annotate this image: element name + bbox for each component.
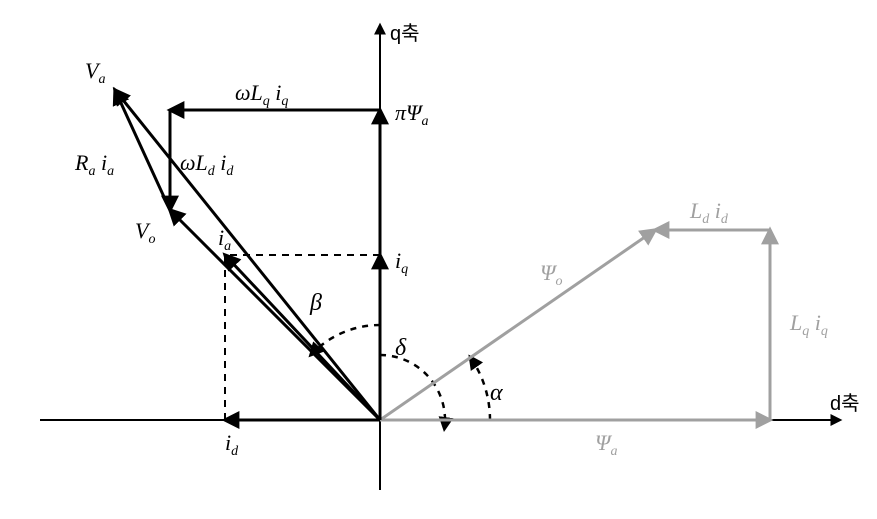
- arc_delta-label: δ: [395, 335, 407, 361]
- arc_alpha: [470, 357, 490, 420]
- Ld_id_gray-label: Ld id: [689, 198, 729, 227]
- Psi_o: [380, 230, 655, 420]
- q-axis-label: q축: [390, 22, 420, 45]
- V_o_vec-label: Vo: [135, 218, 155, 247]
- phasor-diagram: d축 q축 β δ α Ψa Lq iq Ld id Ψo iq id ia πΨa ωLq iq ωLd …: [0, 0, 877, 519]
- arc_delta: [380, 355, 445, 429]
- arc_alpha-label: α: [490, 380, 503, 406]
- i_a_vec-label: ia: [218, 225, 231, 254]
- V_a_vec-label: Va: [85, 58, 105, 87]
- Psi_o-label: Ψo: [540, 260, 562, 289]
- Ra_ia-label: Ra ia: [74, 150, 114, 179]
- wLd_id-label: ωLd id: [180, 150, 234, 179]
- piPsi_a-label: πΨa: [395, 100, 429, 129]
- i_d_vec-label: id: [225, 430, 239, 459]
- V_o_vec: [170, 210, 380, 420]
- Lq_iq_gray-label: Lq iq: [789, 310, 828, 339]
- arc_beta: [311, 325, 380, 355]
- arc_beta-label: β: [309, 290, 322, 316]
- i_q_vec-label: iq: [395, 248, 408, 277]
- Psi_a-label: Ψa: [595, 430, 617, 459]
- wLq_iq-label: ωLq iq: [235, 80, 288, 109]
- d-axis-label: d축: [830, 392, 860, 415]
